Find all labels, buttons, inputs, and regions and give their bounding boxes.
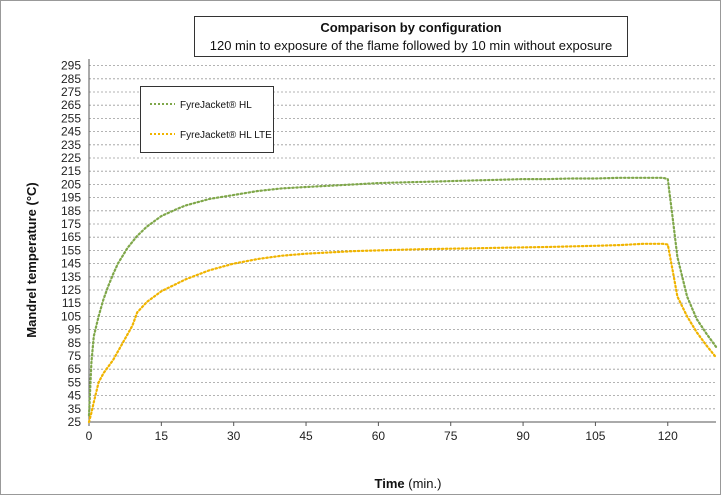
y-tick-label: 295 [61, 59, 81, 73]
y-tick-label: 55 [68, 375, 82, 389]
y-tick-label: 25 [68, 415, 82, 429]
series-layer [87, 176, 718, 424]
x-tick-label: 105 [585, 429, 605, 443]
y-tick-label: 215 [61, 164, 81, 178]
x-axis-title: Time (min.) [375, 476, 442, 491]
y-tick-label: 185 [61, 204, 81, 218]
y-tick-label: 105 [61, 309, 81, 323]
y-tick-label: 125 [61, 283, 81, 297]
y-tick-label: 85 [68, 336, 82, 350]
legend-label-hl-lte: FyreJacket® HL LTE [180, 130, 272, 141]
series-line-0 [87, 176, 718, 417]
chart-title: Comparison by configuration [320, 20, 501, 35]
axis-layer: 2535455565758595105115125135145155165175… [61, 59, 716, 443]
chart-subtitle: 120 min to exposure of the flame followe… [210, 38, 613, 53]
legend-label-hl: FyreJacket® HL [180, 100, 252, 111]
y-tick-label: 265 [61, 98, 81, 112]
x-axis-title-unit: (min.) [405, 476, 442, 491]
y-tick-label: 245 [61, 125, 81, 139]
y-tick-label: 225 [61, 151, 81, 165]
y-axis-title: Mandrel temperature (°C) [24, 182, 39, 337]
x-axis-title-main: Time [375, 476, 405, 491]
y-tick-label: 75 [68, 349, 82, 363]
x-tick-label: 0 [86, 429, 93, 443]
y-tick-label: 235 [61, 138, 81, 152]
y-tick-label: 285 [61, 72, 81, 86]
y-tick-label: 175 [61, 217, 81, 231]
y-tick-label: 45 [68, 389, 82, 403]
y-tick-label: 115 [62, 296, 81, 310]
y-tick-label: 165 [61, 230, 81, 244]
x-tick-label: 30 [227, 429, 241, 443]
y-tick-label: 275 [61, 85, 81, 99]
series-line-1 [87, 242, 718, 424]
y-tick-label: 65 [68, 362, 82, 376]
x-tick-label: 60 [372, 429, 386, 443]
legend-box [140, 86, 274, 153]
x-tick-label: 120 [658, 429, 678, 443]
y-tick-label: 255 [61, 111, 81, 125]
y-tick-label: 195 [61, 191, 81, 205]
y-tick-label: 95 [68, 323, 82, 337]
x-tick-label: 90 [516, 429, 530, 443]
x-tick-label: 75 [444, 429, 458, 443]
y-tick-label: 205 [61, 177, 81, 191]
y-tick-label: 145 [61, 257, 81, 271]
title-box [194, 16, 628, 57]
y-tick-label: 35 [68, 402, 82, 416]
y-tick-label: 135 [61, 270, 81, 284]
x-tick-label: 45 [299, 429, 313, 443]
y-tick-label: 155 [61, 243, 81, 257]
legend: FyreJacket® HL FyreJacket® HL LTE [140, 86, 274, 153]
x-tick-label: 15 [155, 429, 169, 443]
